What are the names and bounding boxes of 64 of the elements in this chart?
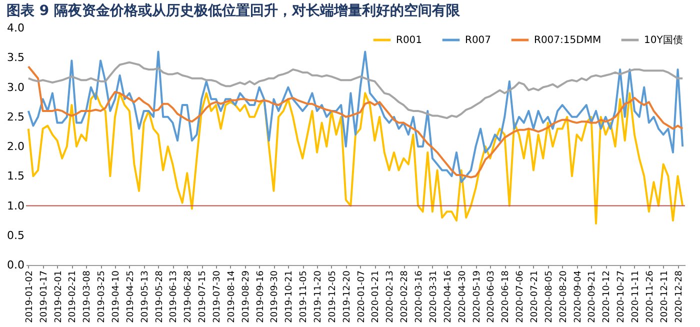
x-tick-label: 2019-05-28 xyxy=(154,270,165,323)
x-tick-label: 2020-01-07 xyxy=(356,270,367,323)
x-tick-label: 2019-08-14 xyxy=(226,270,237,323)
x-tick-label: 2019-07-30 xyxy=(212,270,223,323)
x-tick-label: 2020-09-04 xyxy=(573,270,584,323)
x-tick-label: 2020-12-28 xyxy=(674,270,684,323)
x-tick-label: 2020-08-20 xyxy=(558,270,569,323)
y-tick-label: 1.0 xyxy=(7,199,24,212)
x-tick-label: 2019-03-25 xyxy=(97,270,108,323)
x-tick-label: 2020-02-28 xyxy=(400,270,410,323)
x-tick-label: 2020-06-18 xyxy=(501,270,512,323)
x-tick-label: 2019-06-28 xyxy=(184,270,194,323)
y-tick-label: 4.0 xyxy=(7,22,24,34)
x-tick-label: 2020-03-16 xyxy=(414,270,425,323)
x-tick-label: 2020-07-21 xyxy=(530,270,540,323)
x-tick-label: 2019-07-15 xyxy=(198,270,208,323)
legend-label: R007 xyxy=(465,35,492,46)
y-tick-label: 2.5 xyxy=(7,110,24,124)
legend-label: 10Y国债 xyxy=(644,35,683,46)
x-tick-label: 2020-01-21 xyxy=(371,270,382,323)
x-tick-label: 2019-01-17 xyxy=(39,270,50,323)
x-tick-label: 2019-10-21 xyxy=(284,270,295,323)
x-tick-label: 2019-02-01 xyxy=(54,270,64,323)
x-tick-label: 2019-12-20 xyxy=(342,270,352,323)
x-tick-label: 2020-09-21 xyxy=(588,270,598,323)
x-tick-label: 2020-10-27 xyxy=(616,270,627,323)
y-tick-label: 2.0 xyxy=(7,140,24,153)
x-tick-label: 2019-05-13 xyxy=(140,270,150,323)
y-tick-label: 1.5 xyxy=(7,170,24,183)
x-tick-label: 2019-09-30 xyxy=(270,270,280,323)
y-tick-label: 3.0 xyxy=(7,80,24,94)
x-tick-label: 2020-07-06 xyxy=(516,270,526,323)
x-tick-label: 2020-06-03 xyxy=(486,270,497,323)
line-series xyxy=(27,61,684,120)
x-tick-label: 2019-02-21 xyxy=(68,270,78,323)
legend-label: R007:15DMM xyxy=(534,35,602,46)
line-series xyxy=(27,92,684,225)
x-tick-label: 2020-11-11 xyxy=(630,270,641,323)
x-tick-label: 2020-03-31 xyxy=(428,270,439,323)
x-tick-label: 2019-06-13 xyxy=(169,270,180,323)
x-tick-label: 2020-10-12 xyxy=(602,270,612,323)
chart-title: 图表 9 隔夜资金价格或从历史极低位置回升，对长端增量利好的空间有限 xyxy=(6,2,461,19)
x-tick-label: 2020-11-26 xyxy=(645,270,656,323)
x-tick-label: 2019-08-29 xyxy=(241,270,252,323)
y-tick-label: 0.5 xyxy=(7,228,24,242)
x-tick-label: 2019-09-16 xyxy=(256,270,266,323)
x-tick-label: 2019-01-02 xyxy=(24,270,35,323)
y-tick-label: 3.5 xyxy=(7,51,24,64)
x-tick-label: 2020-12-11 xyxy=(660,270,670,323)
x-tick-label: 2020-04-30 xyxy=(458,270,468,323)
x-tick-label: 2020-08-05 xyxy=(544,270,554,323)
line-series xyxy=(27,66,684,178)
x-tick-label: 2019-04-10 xyxy=(111,270,122,323)
legend-label: R001 xyxy=(396,35,422,46)
x-tick-label: 2019-11-20 xyxy=(314,270,324,323)
x-tick-label: 2020-04-16 xyxy=(443,270,454,323)
x-tick-label: 2020-05-19 xyxy=(472,270,482,323)
x-tick-label: 2019-12-05 xyxy=(328,270,338,323)
line-series xyxy=(27,50,684,184)
y-tick-label: 0.0 xyxy=(7,258,24,272)
x-tick-label: 2019-11-05 xyxy=(299,270,310,323)
x-tick-label: 2019-03-08 xyxy=(82,270,93,323)
x-tick-label: 2019-04-25 xyxy=(126,270,136,323)
x-tick-label: 2020-02-13 xyxy=(386,270,396,323)
